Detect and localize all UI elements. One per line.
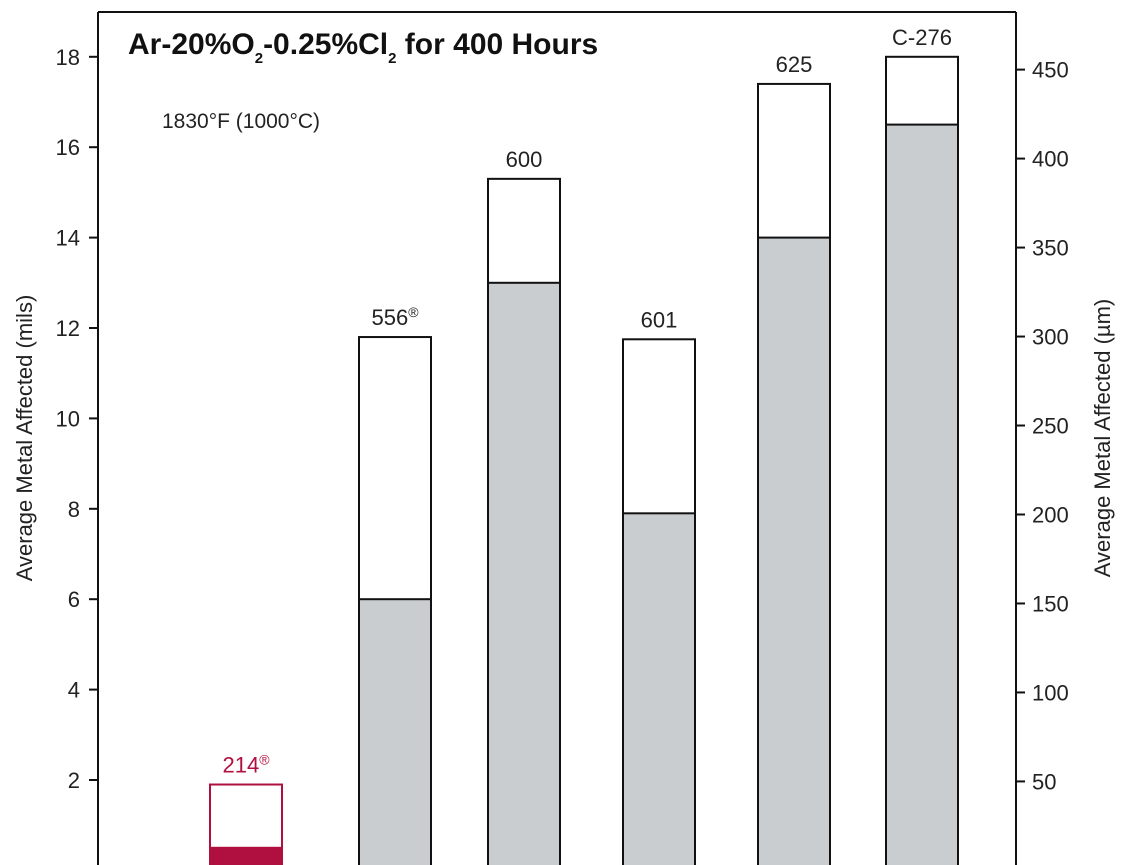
- bar-inner: [487, 281, 561, 865]
- left-tick-label: 2: [68, 768, 80, 793]
- right-tick-label: 150: [1032, 591, 1069, 616]
- bar-inner: [885, 123, 959, 865]
- bar-inner: [622, 512, 696, 865]
- right-tick-label: 450: [1032, 58, 1069, 83]
- left-tick-label: 10: [56, 406, 80, 431]
- bar-group: 601: [622, 307, 696, 865]
- bar-group: 214®: [209, 752, 283, 865]
- bar-inner: [209, 846, 283, 865]
- right-y-axis-ticks: 50 100 150 200 250 300 350 400 450: [1016, 58, 1069, 794]
- right-tick-label: 100: [1032, 680, 1069, 705]
- title-background: [118, 20, 728, 72]
- left-axis-title: Average Metal Affected (mils): [12, 295, 37, 582]
- bar-label: 600: [506, 147, 543, 172]
- left-tick-label: 14: [56, 226, 80, 251]
- bar-label: C-276: [892, 25, 952, 50]
- left-tick-label: 8: [68, 497, 80, 522]
- right-tick-label: 200: [1032, 502, 1069, 527]
- bar-group: 556®: [358, 304, 432, 865]
- title-text: Ar-20%O2-0.25%Cl2 for 400 Hours: [128, 28, 598, 67]
- bar-label: 556®: [371, 304, 419, 330]
- left-y-axis-ticks: 2 4 6 8 10 12 14 16 18: [56, 45, 98, 793]
- left-tick-label: 4: [68, 678, 80, 703]
- bars: 214® 556® 600 601 625 C-276: [209, 25, 959, 865]
- right-tick-label: 250: [1032, 414, 1069, 439]
- right-tick-label: 50: [1032, 769, 1056, 794]
- left-tick-label: 18: [56, 45, 80, 70]
- right-tick-label: 400: [1032, 147, 1069, 172]
- bar-label: 214®: [222, 752, 270, 778]
- left-tick-label: 12: [56, 316, 80, 341]
- right-axis-title: Average Metal Affected (µm): [1090, 299, 1115, 577]
- bar-group: 625: [757, 52, 831, 865]
- bar-label: 625: [776, 52, 813, 77]
- bar-inner: [358, 598, 432, 865]
- left-tick-label: 16: [56, 135, 80, 160]
- bar-label: 601: [641, 307, 678, 332]
- bar-group: 600: [487, 147, 561, 865]
- right-tick-label: 350: [1032, 236, 1069, 261]
- bar-inner: [757, 236, 831, 865]
- chart-subtitle: 1830°F (1000°C): [162, 110, 320, 133]
- right-tick-label: 300: [1032, 325, 1069, 350]
- chart-title: Ar-20%O2-0.25%Cl2 for 400 Hours: [118, 20, 728, 72]
- left-tick-label: 6: [68, 587, 80, 612]
- bar-group: C-276: [885, 25, 959, 865]
- plot-frame: [97, 11, 1017, 865]
